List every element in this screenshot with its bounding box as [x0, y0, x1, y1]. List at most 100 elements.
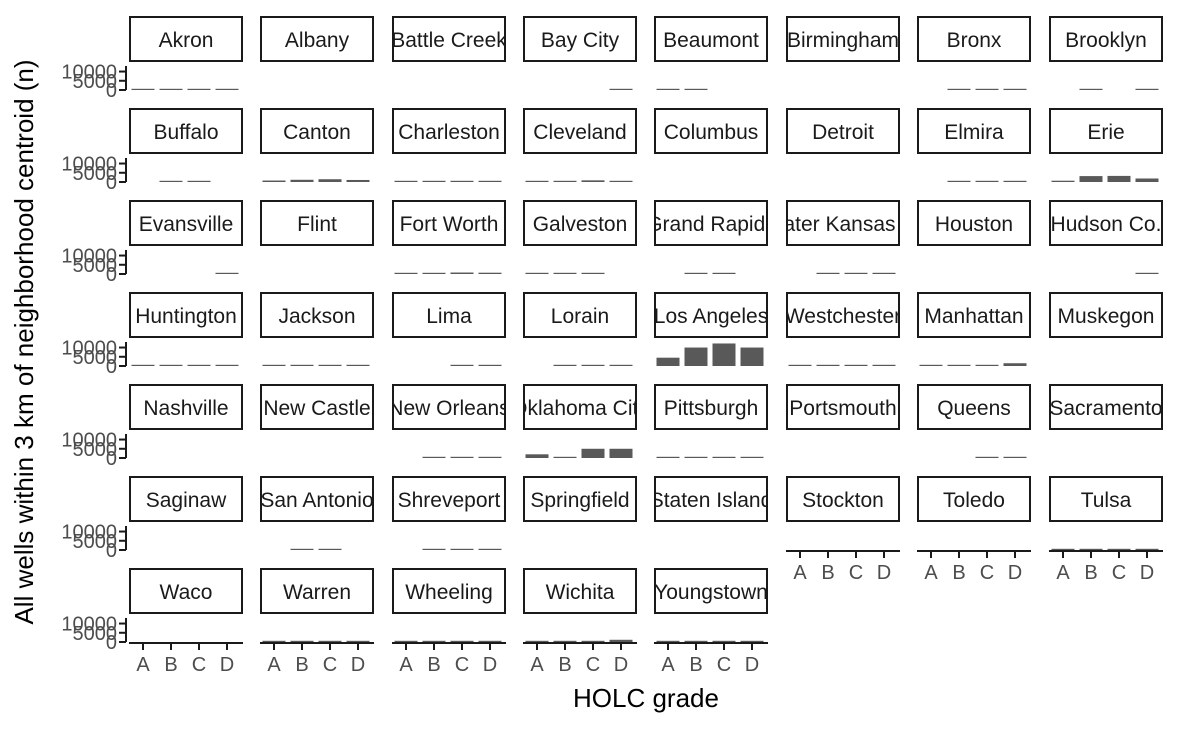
bar-jackson-c: [318, 364, 342, 366]
strip-box: [392, 16, 506, 62]
panel-bay-city: Bay City: [523, 16, 637, 90]
panel-springfield: Springfield: [523, 476, 637, 522]
strip-box: [786, 292, 900, 338]
x-tick-label: B: [1084, 562, 1097, 584]
x-tick-label: B: [558, 654, 571, 676]
panel-birmingham: Birmingham: [786, 16, 900, 62]
strip-box: [917, 476, 1031, 522]
panel-westchester: Westchester: [786, 292, 900, 366]
strip-box: [917, 108, 1031, 154]
bar-manhattan-c: [975, 364, 999, 366]
bar-canton-c: [318, 179, 342, 182]
bar-buffalo-c: [187, 180, 211, 182]
bar-galveston-b: [553, 272, 577, 274]
bar-tulsa-d: [1135, 548, 1159, 550]
bar-lima-d: [478, 364, 502, 366]
bar-westchester-a: [788, 364, 812, 366]
panel-manhattan: Manhattan: [917, 292, 1031, 366]
panel-san-antonio: San Antonio: [260, 476, 374, 550]
strip-label: Birmingham: [787, 29, 899, 52]
strip-box: [1049, 108, 1163, 154]
bar-new-orleans-c: [450, 456, 474, 458]
bar-brooklyn-b: [1079, 88, 1103, 90]
strip-label: Waco: [160, 581, 213, 604]
bar-westchester-d: [872, 364, 896, 366]
strip-label: Saginaw: [146, 489, 227, 512]
y-tick-label: 0: [106, 540, 117, 562]
strip-label: Wichita: [546, 581, 615, 604]
panel-detroit: Detroit: [786, 108, 900, 154]
bar-fort-worth-a: [394, 272, 418, 274]
bar-charleston-c: [450, 180, 474, 182]
strip-box: [129, 292, 243, 338]
strip-label: Beaumont: [663, 29, 759, 52]
panel-jackson: Jackson: [260, 292, 374, 366]
bar-galveston-a: [525, 272, 549, 274]
x-axes-layer: A B C D A B C D A B C D A B C D A B C DA B C D A B C D A B C D: [129, 550, 1163, 676]
strip-label: Battle Creek: [391, 29, 507, 52]
bar-tulsa-b: [1079, 548, 1103, 550]
strip-box: [392, 200, 506, 246]
strip-label: Bronx: [947, 29, 1002, 52]
panel-evansville: Evansville: [129, 200, 243, 274]
panel-wichita: Wichita: [523, 568, 637, 642]
strip-box: [260, 16, 374, 62]
x-tick-label: C: [717, 654, 731, 676]
strip-box: [260, 200, 374, 246]
bar-shreveport-d: [478, 548, 502, 550]
panel-bronx: Bronx: [917, 16, 1031, 90]
x-tick-label: B: [689, 654, 702, 676]
bar-wichita-b: [553, 640, 577, 642]
x-tick-label: B: [427, 654, 440, 676]
strip-box: [260, 384, 374, 430]
bar-jackson-b: [290, 364, 314, 366]
bar-hudson-co-d: [1135, 272, 1159, 274]
x-tick-label: C: [980, 562, 994, 584]
panel-new-orleans: New Orleans: [392, 384, 506, 458]
strip-box: [786, 476, 900, 522]
strip-box: [523, 384, 637, 430]
bar-queens-c: [975, 456, 999, 458]
x-tick-label: A: [399, 654, 413, 676]
bar-canton-a: [262, 180, 286, 182]
strip-label: Hudson Co.: [1051, 213, 1162, 236]
x-tick-label: D: [877, 562, 891, 584]
bar-canton-b: [290, 179, 314, 182]
strip-label: Stockton: [802, 489, 884, 512]
bar-warren-b: [290, 640, 314, 642]
strip-box: [654, 568, 768, 614]
bar-cleveland-a: [525, 180, 549, 182]
panel-hudson-co: Hudson Co.: [1049, 200, 1163, 274]
panel-los-angeles: Los Angeles: [654, 292, 768, 366]
strip-box: [1049, 16, 1163, 62]
bar-brooklyn-d: [1135, 88, 1159, 90]
y-tick-label: 0: [106, 80, 117, 102]
bar-youngstown-c: [712, 640, 736, 642]
y-tick-label: 10000: [61, 614, 117, 636]
y-tick-label: 0: [106, 448, 117, 470]
x-tick-label: A: [530, 654, 544, 676]
bar-fort-worth-d: [478, 272, 502, 274]
panel-galveston: Galveston: [523, 200, 637, 274]
strip-label: Columbus: [664, 121, 759, 144]
y-tick-label: 0: [106, 356, 117, 378]
panel-albany: Albany: [260, 16, 374, 62]
strip-label: Detroit: [812, 121, 874, 144]
strip-box: [1049, 476, 1163, 522]
x-tick-label: C: [323, 654, 337, 676]
strip-label: Wheeling: [405, 581, 493, 604]
strip-box: [260, 476, 374, 522]
strip-label: New Castle: [263, 397, 370, 420]
strip-label: Queens: [937, 397, 1011, 420]
panel-muskegon: Muskegon: [1049, 292, 1163, 338]
bar-san-antonio-c: [318, 548, 342, 550]
strip-box: [1049, 200, 1163, 246]
panel-elmira: Elmira: [917, 108, 1031, 182]
strip-label: Brooklyn: [1065, 29, 1147, 52]
panels-layer: Akron Albany Battle Creek Bay City Beaumont B…: [129, 16, 1163, 642]
strip-label: Muskegon: [1058, 305, 1155, 328]
